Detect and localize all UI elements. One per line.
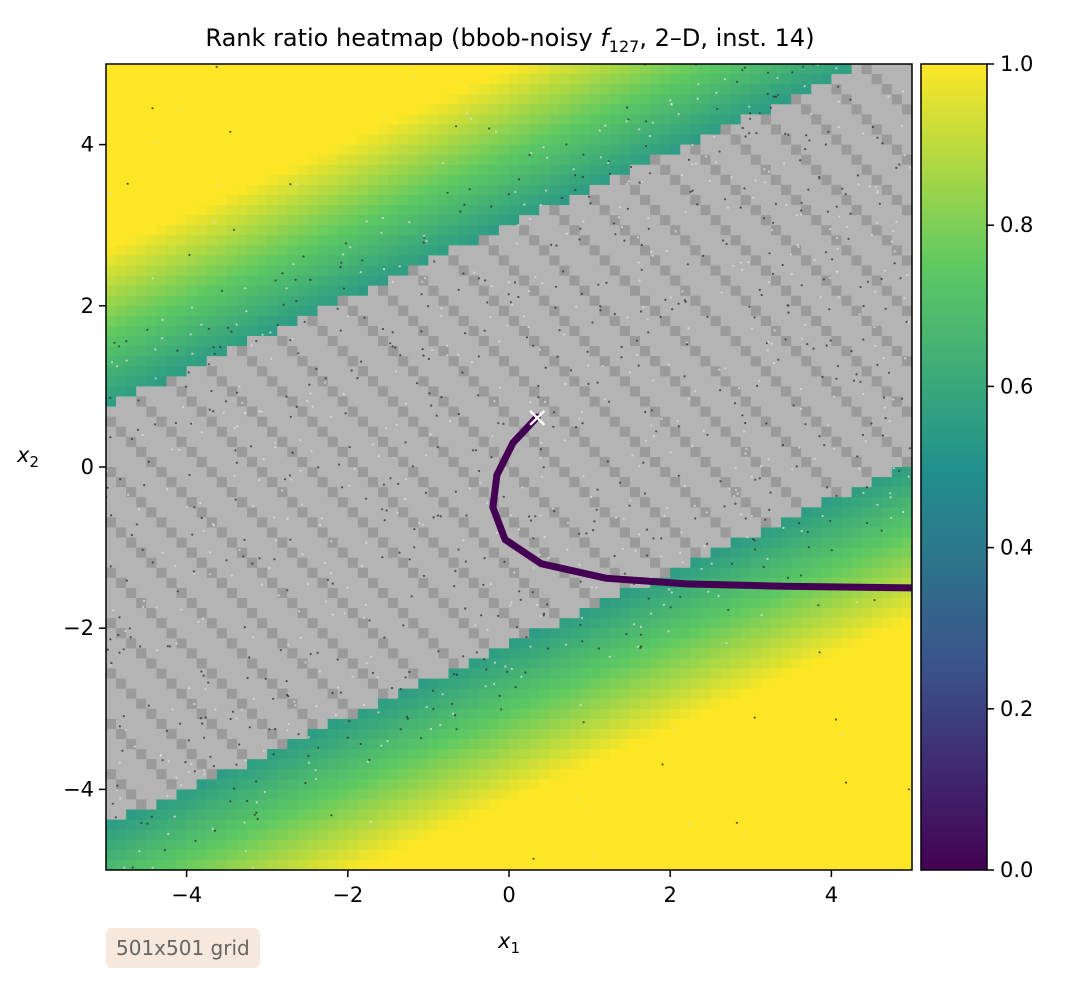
y-tick-label: 2: [81, 294, 94, 318]
colorbar-tick-label: 0.4: [1000, 536, 1033, 560]
heatmap-noise-speckle: [106, 64, 912, 869]
x-tick-label: 2: [664, 883, 677, 907]
y-tick-label: −4: [63, 777, 94, 801]
colorbar: [921, 64, 987, 870]
y-axis: −4 −2 0 2 4: [63, 133, 106, 801]
x-tick-label: −2: [332, 883, 363, 907]
heatmap-bands: [106, 64, 912, 870]
y-tick-label: 0: [81, 455, 94, 479]
x-tick-label: 0: [502, 883, 515, 907]
colorbar-tick-label: 0.2: [1000, 697, 1033, 721]
grid-size-note: 501x501 grid: [106, 928, 260, 968]
y-tick-label: 4: [81, 133, 94, 157]
y-tick-label: −2: [63, 616, 94, 640]
x-axis: −4 −2 0 2 4: [171, 870, 838, 907]
x-tick-label: 4: [825, 883, 838, 907]
valley-curve: [489, 413, 912, 592]
colorbar-tick-label: 0.6: [1000, 374, 1033, 398]
colorbar-tick-label: 0.8: [1000, 213, 1033, 237]
chart-title: Rank ratio heatmap (bbob-noisy f127, 2–D…: [205, 24, 814, 56]
colorbar-tick-label: 0.0: [1000, 858, 1033, 882]
colorbar-tick-label: 1.0: [1000, 52, 1033, 76]
x-axis-label: x1: [497, 929, 520, 957]
heatmap: ×: [106, 64, 912, 870]
x-tick-label: −4: [171, 883, 202, 907]
colorbar-axis: 0.0 0.2 0.4 0.6 0.8 1.0: [987, 52, 1033, 882]
optimum-marker: ×: [525, 401, 548, 434]
y-axis-label: x2: [16, 443, 39, 471]
colorbar-frame: [920, 63, 988, 871]
